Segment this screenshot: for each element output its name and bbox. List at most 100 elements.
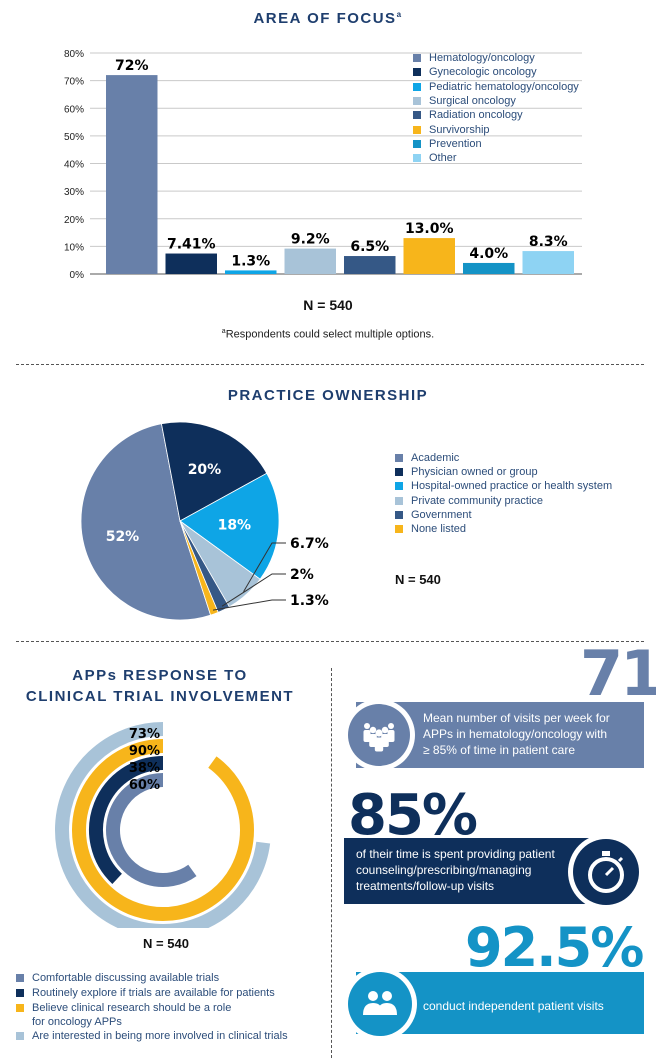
response-title: APPs RESPONSE TO CLINICAL TRIAL INVOLVEM…	[0, 665, 320, 707]
radial-bar	[89, 756, 164, 884]
pie-slice	[179, 472, 280, 580]
bar-data-label: 1.3%	[231, 253, 270, 269]
pie-data-label: 52%	[106, 529, 140, 545]
stat-independent-text: conduct independent patient visits	[423, 998, 604, 1014]
focus-footnote: aRespondents could select multiple optio…	[0, 328, 656, 341]
legend-swatch	[395, 496, 403, 505]
bar	[403, 238, 455, 274]
legend-label: Private community practice	[411, 494, 544, 507]
bar	[522, 251, 574, 274]
pie-data-label: 2%	[290, 567, 314, 583]
bar-data-label: 4.0%	[469, 246, 508, 262]
response-title-line2: CLINICAL TRIAL INVOLVEMENT	[25, 688, 295, 705]
legend-swatch	[413, 139, 421, 148]
y-tick-label: 40%	[64, 160, 84, 171]
response-legend-item-cont: for oncology APPs	[32, 1016, 122, 1028]
y-tick-label: 30%	[64, 187, 84, 198]
stat-independent-number: 92.5%	[465, 916, 644, 979]
ownership-n-label: N = 540	[395, 572, 441, 587]
bar	[463, 262, 515, 274]
legend-item: Other	[413, 152, 457, 164]
legend-label: Hospital-owned practice or health system	[411, 480, 613, 493]
pie-leader-line	[212, 599, 286, 611]
people-group-icon-svg	[363, 723, 395, 752]
pie-data-label: 1.3%	[290, 593, 329, 609]
people-group-icon	[348, 704, 410, 766]
legend-swatch	[413, 96, 421, 105]
legend-item: Radiation oncology	[413, 109, 523, 121]
ownership-pie-chart: 52% 20% 18% 6.7% 2% 1.3%	[80, 421, 329, 621]
ownership-title: PRACTICE OWNERSHIP	[227, 387, 429, 404]
radial-data-label: 90%	[129, 744, 160, 759]
stat-time-text: of their time is spent providing patient…	[356, 846, 555, 894]
legend-item: Government	[395, 509, 472, 521]
legend-swatch	[16, 989, 24, 997]
legend-label: Are interested in being more involved in…	[32, 1030, 288, 1042]
pie-data-label: 6.7%	[290, 536, 329, 552]
response-n-label: N = 540	[143, 936, 189, 951]
divider-2	[16, 641, 644, 642]
bar-data-label: 13.0%	[405, 221, 454, 237]
response-title-line1: APPs RESPONSE TO	[72, 667, 248, 684]
legend-label: Radiation oncology	[429, 109, 523, 122]
pie-slice	[80, 423, 212, 621]
bar-data-label: 8.3%	[529, 234, 568, 250]
legend-label: Prevention	[429, 137, 482, 150]
legend-swatch	[413, 154, 421, 163]
y-tick-label: 50%	[64, 132, 84, 143]
legend-label: Comfortable discussing available trials	[32, 972, 220, 984]
legend-label: Physician owned or group	[411, 466, 538, 479]
legend-label: Hematology/oncology	[429, 52, 535, 64]
focus-n-label: N = 540	[303, 297, 353, 313]
legend-item: None listed	[395, 523, 466, 535]
two-people-icon	[348, 972, 412, 1036]
bar-data-label: 72%	[115, 58, 149, 74]
stat-time-line3: treatments/follow-up visits	[356, 879, 495, 893]
legend-item: Hospital-owned practice or health system	[395, 480, 612, 492]
legend-swatch	[413, 82, 421, 91]
stat-independent-line1: conduct independent patient visits	[423, 999, 604, 1013]
y-tick-label: 80%	[64, 49, 84, 60]
stat-visits-line1: Mean number of visits per week for	[423, 711, 610, 725]
stat-visits-line3: ≥ 85% of time in patient care	[423, 743, 575, 757]
pie-data-label: 20%	[188, 462, 222, 478]
stat-time-line2: counseling/prescribing/managing	[356, 863, 532, 877]
legend-swatch	[413, 111, 421, 120]
bar-data-label: 9.2%	[291, 232, 330, 248]
stat-time-number: 85%	[348, 783, 478, 848]
legend-item: Prevention	[413, 138, 482, 150]
focus-title: AREA OF FOCUSa	[0, 10, 656, 27]
legend-swatch	[16, 1032, 24, 1040]
legend-swatch	[395, 468, 403, 477]
radial-bar	[106, 773, 197, 887]
stopwatch-icon-svg	[588, 851, 624, 893]
response-legend-item: Routinely explore if trials are availabl…	[16, 987, 275, 999]
legend-item: Pediatric hematology/oncology	[413, 81, 579, 93]
legend-item: Surgical oncology	[413, 95, 516, 107]
legend-item: Survivorship	[413, 124, 490, 136]
legend-label: None listed	[411, 523, 467, 535]
bar-data-label: 6.5%	[350, 239, 389, 255]
response-legend-item: Comfortable discussing available trials	[16, 972, 219, 984]
divider-1	[16, 364, 644, 365]
legend-swatch	[395, 454, 403, 462]
y-tick-label: 10%	[64, 242, 84, 253]
legend-swatch	[413, 54, 421, 62]
legend-label: Academic	[411, 452, 460, 464]
radial-data-label: 60%	[129, 778, 160, 793]
y-tick-label: 70%	[64, 77, 84, 88]
legend-swatch	[16, 1004, 24, 1012]
legend-label: Surgical oncology	[429, 94, 516, 107]
focus-title-text: AREA OF FOCUS	[253, 10, 397, 27]
legend-item: Academic	[395, 452, 459, 464]
legend-label: Government	[411, 508, 472, 521]
legend-swatch	[395, 525, 403, 533]
stopwatch-icon	[573, 839, 639, 905]
bar	[106, 75, 158, 274]
pie-data-label: 18%	[218, 517, 252, 533]
response-legend-item: Are interested in being more involved in…	[16, 1030, 288, 1042]
legend-swatch	[16, 974, 24, 982]
legend-swatch	[413, 68, 421, 77]
legend-item: Hematology/oncology	[413, 52, 535, 64]
response-legend-item: Believe clinical research should be a ro…	[16, 1002, 231, 1014]
